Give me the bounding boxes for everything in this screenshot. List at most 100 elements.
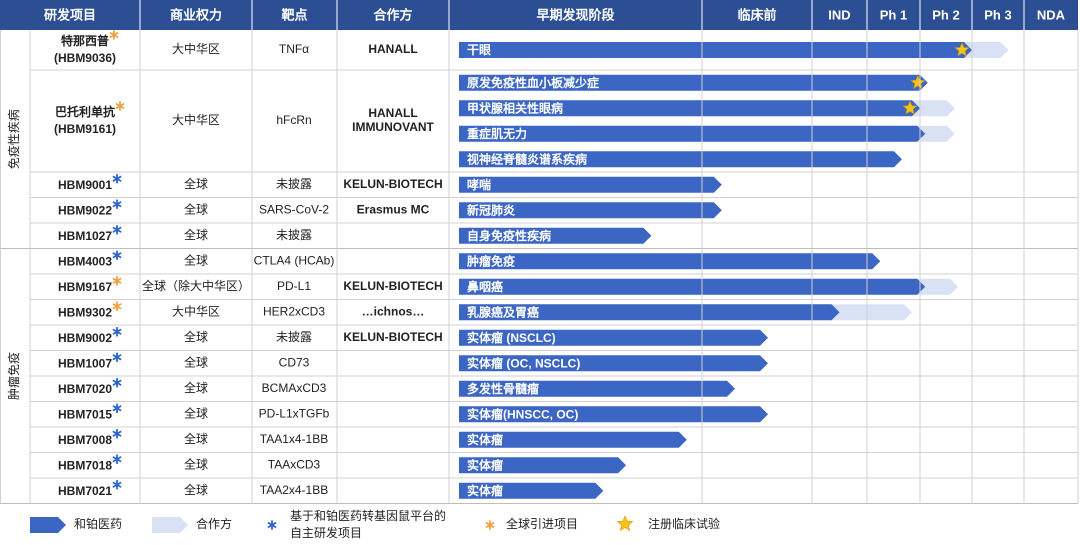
- target: PD-L1: [277, 279, 311, 293]
- origin-asterisk: [112, 301, 122, 312]
- header-cell: 合作方: [373, 7, 412, 22]
- program-name: HBM4003: [58, 254, 112, 268]
- header-cell: Ph 1: [880, 7, 907, 22]
- company-bar: [459, 253, 881, 270]
- legend-asterisk: [485, 520, 495, 530]
- indication: 实体瘤: [467, 483, 503, 498]
- origin-asterisk: [112, 173, 122, 184]
- asterisk-stroke: [485, 522, 495, 528]
- legend-text: 基于和铂医药转基因鼠平台的: [290, 508, 446, 523]
- indication: 哮喘: [467, 177, 491, 192]
- company-bar: [459, 406, 768, 423]
- asterisk-stroke: [112, 175, 122, 182]
- program-name: HBM1007: [58, 356, 112, 370]
- origin-asterisk: [115, 101, 125, 111]
- rights: 大中华区: [172, 41, 220, 56]
- indication: 实体瘤 (OC, NSCLC): [467, 355, 580, 370]
- partner-logo: KELUN-BIOTECH: [343, 177, 442, 191]
- company-bar: [459, 457, 627, 474]
- group-label: 肿瘤免疫: [6, 352, 21, 400]
- program-name: HBM7008: [58, 433, 112, 447]
- company-bar: [459, 100, 920, 117]
- target: BCMAxCD3: [262, 381, 327, 395]
- indication: 鼻咽癌: [467, 279, 503, 294]
- program-code: (HBM9036): [54, 51, 116, 65]
- origin-asterisk: [112, 428, 122, 439]
- legend-asterisk: [267, 520, 277, 530]
- indication: 实体瘤(HNSCC, OC): [467, 406, 578, 421]
- asterisk-stroke: [112, 201, 122, 208]
- rights: 全球（除大中华区）: [142, 278, 250, 293]
- legend-text: 全球引进项目: [506, 516, 578, 531]
- legend-partner: [152, 517, 188, 533]
- indication: 干眼: [467, 43, 491, 57]
- asterisk-stroke: [267, 522, 277, 528]
- partner-logo: HANALL: [368, 42, 417, 56]
- legend-text: 和铂医药: [74, 516, 122, 531]
- rights: 全球: [184, 252, 208, 267]
- rights: 全球: [184, 201, 208, 216]
- header-cell: IND: [828, 7, 850, 22]
- registration-star: [910, 75, 926, 90]
- registration-star: [902, 100, 918, 115]
- asterisk-stroke: [112, 481, 122, 488]
- partner-logo: …ichnos…: [362, 304, 425, 318]
- asterisk-stroke: [112, 226, 122, 233]
- asterisk-stroke: [112, 456, 122, 463]
- program-name: HBM7021: [58, 484, 112, 498]
- registration-star: [954, 42, 970, 57]
- rights: 全球: [184, 405, 208, 420]
- program-name: HBM9002: [58, 331, 112, 345]
- target: SARS-CoV-2: [259, 202, 329, 216]
- company-bar: [459, 329, 768, 346]
- asterisk-stroke: [112, 354, 122, 361]
- header-cell: 研发项目: [44, 7, 96, 22]
- company-bar: [459, 304, 840, 321]
- asterisk-stroke: [112, 252, 122, 259]
- asterisk-stroke: [112, 430, 122, 437]
- company-bar: [459, 74, 928, 91]
- company-bar: [459, 431, 687, 448]
- header-bg: [0, 0, 1078, 30]
- asterisk-stroke: [115, 103, 125, 109]
- legend-text: 注册临床试验: [648, 516, 720, 531]
- company-bar: [459, 151, 902, 168]
- target: TAAxCD3: [268, 457, 321, 471]
- rights: 全球: [184, 456, 208, 471]
- target: CD73: [279, 355, 310, 369]
- program-name: HBM7020: [58, 382, 112, 396]
- target: TNFα: [279, 42, 309, 56]
- rights: 全球: [184, 176, 208, 191]
- company-bar: [459, 355, 768, 372]
- header-cell: 靶点: [281, 7, 307, 22]
- indication: 自身免疫性疾病: [467, 228, 551, 243]
- rights: 全球: [184, 431, 208, 446]
- origin-asterisk: [112, 250, 122, 261]
- program-name: HBM9167: [58, 280, 112, 294]
- indication: 实体瘤: [467, 457, 503, 472]
- indication: 乳腺癌及胃癌: [467, 304, 539, 319]
- program-name: 特那西普: [61, 33, 109, 48]
- program-name: HBM9022: [58, 203, 112, 217]
- asterisk-stroke: [112, 328, 122, 335]
- company-bar: [459, 380, 735, 397]
- origin-asterisk: [112, 275, 122, 286]
- origin-asterisk: [109, 30, 119, 40]
- origin-asterisk: [112, 224, 122, 235]
- legend-company: [30, 517, 66, 533]
- legend-text: 合作方: [196, 516, 232, 531]
- company-bar: [459, 202, 722, 219]
- header-cell: Ph 3: [984, 7, 1011, 22]
- target: hFcRn: [276, 113, 311, 127]
- origin-asterisk: [112, 479, 122, 490]
- asterisk-stroke: [112, 303, 122, 310]
- program-name: 巴托利单抗: [55, 104, 115, 119]
- partner-logo: IMMUNOVANT: [352, 120, 434, 134]
- company-bar: [459, 227, 652, 244]
- origin-asterisk: [112, 377, 122, 388]
- indication: 原发免疫性血小板减少症: [467, 75, 599, 90]
- partner-logo: HANALL: [368, 106, 417, 120]
- program-name: HBM9302: [58, 305, 112, 319]
- indication: 视神经脊髓炎谱系疾病: [467, 151, 587, 166]
